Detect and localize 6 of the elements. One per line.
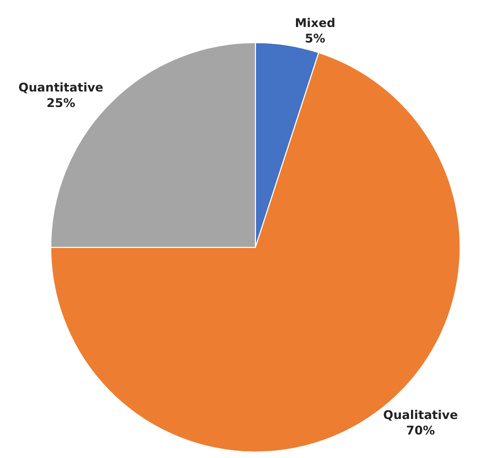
slice-label: Mixed [294,16,336,30]
data-label: 70% [406,423,435,438]
slice-label: Qualitative [383,408,458,422]
data-label: 25% [46,96,76,110]
data-label: 5% [304,32,326,46]
slice-label: Quantitative [18,80,104,94]
